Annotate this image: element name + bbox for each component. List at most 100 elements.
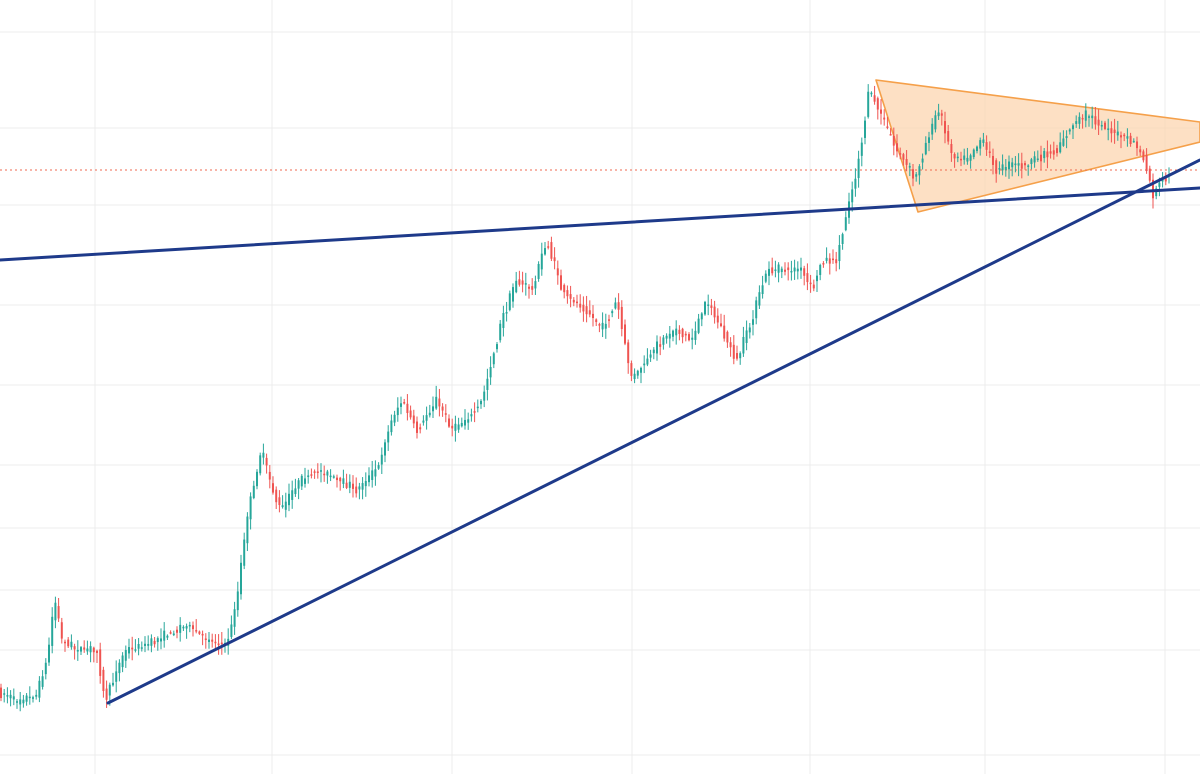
- candle-body: [470, 414, 473, 417]
- candle-body: [304, 478, 306, 484]
- candle-body: [601, 322, 604, 330]
- candle-body: [128, 647, 130, 654]
- candle-body: [1081, 117, 1084, 120]
- candle-body: [857, 158, 860, 179]
- candle-body: [246, 516, 249, 544]
- candle-body: [400, 403, 402, 407]
- candle-body: [438, 398, 441, 407]
- candle-body: [448, 418, 450, 427]
- candle-body: [822, 263, 825, 265]
- candle-body: [467, 419, 470, 423]
- candle-body: [9, 694, 12, 699]
- candle-body: [444, 413, 447, 415]
- candle-body: [518, 279, 521, 285]
- candle-body: [1100, 124, 1103, 127]
- candle-body: [604, 323, 607, 329]
- candle-body: [912, 169, 914, 179]
- candle-body: [147, 643, 150, 646]
- candle-body: [92, 647, 95, 653]
- candle-body: [515, 280, 518, 293]
- candle-body: [19, 699, 22, 705]
- candle-body: [134, 649, 137, 651]
- candle-body: [67, 639, 70, 647]
- candle-body: [1084, 110, 1087, 121]
- candle-body: [454, 423, 457, 431]
- candle-body: [700, 313, 703, 320]
- candle-body: [531, 286, 534, 290]
- candle-body: [179, 624, 182, 633]
- candle-body: [684, 333, 687, 336]
- candle-body: [579, 303, 582, 308]
- candle-body: [620, 306, 623, 330]
- candle-body: [1062, 138, 1065, 146]
- candle-body: [1008, 161, 1010, 170]
- candle-body: [0, 687, 2, 699]
- candle-body: [297, 480, 300, 489]
- candle-body: [320, 470, 322, 472]
- candle-body: [1049, 151, 1052, 154]
- candle-body: [422, 420, 425, 423]
- candle-body: [841, 234, 844, 245]
- candle-body: [726, 331, 729, 343]
- candle-body: [124, 650, 127, 661]
- candle-body: [521, 280, 524, 285]
- candle-body: [1120, 135, 1122, 138]
- candle-body: [748, 327, 751, 333]
- candle-body: [611, 311, 614, 314]
- candle-body: [489, 367, 492, 378]
- candle-body: [288, 493, 290, 506]
- candle-body: [835, 259, 838, 264]
- candle-body: [777, 264, 780, 273]
- candle-body: [144, 643, 146, 646]
- candle-body: [761, 285, 764, 295]
- candle-body: [409, 410, 412, 418]
- candle-body: [502, 313, 505, 328]
- candle-body: [1126, 136, 1129, 139]
- candle-body: [96, 650, 98, 653]
- candle-body: [16, 701, 18, 703]
- candle-body: [425, 415, 428, 421]
- candle-body: [627, 342, 630, 364]
- trendlines[interactable]: [0, 158, 1200, 705]
- candle-body: [659, 344, 662, 347]
- candle-body: [732, 344, 735, 359]
- candle-body: [844, 217, 847, 231]
- candle-body: [902, 154, 905, 160]
- candle-body: [291, 490, 294, 500]
- candle-body: [64, 641, 66, 644]
- candle-body: [572, 299, 575, 303]
- candle-body: [854, 178, 857, 189]
- candle-body: [236, 591, 239, 611]
- candle-body: [720, 323, 722, 327]
- candle-body: [1033, 156, 1036, 163]
- candle-body: [473, 411, 476, 413]
- candle-body: [396, 407, 399, 416]
- candle-body: [1027, 165, 1030, 167]
- candle-body: [35, 694, 38, 697]
- candle-body: [963, 155, 966, 160]
- candle-body: [640, 367, 642, 373]
- candle-body: [185, 626, 188, 629]
- candle-body: [83, 647, 86, 650]
- candle-body: [569, 294, 572, 299]
- candle-body: [131, 647, 134, 650]
- candle-body: [307, 475, 310, 478]
- candle-body: [915, 174, 918, 177]
- candle-body: [547, 246, 550, 248]
- candle-body: [243, 539, 246, 566]
- candle-body: [1014, 163, 1017, 166]
- candle-body: [758, 292, 761, 306]
- candle-body: [688, 334, 690, 341]
- candle-body: [476, 406, 479, 409]
- candle-body: [508, 293, 511, 310]
- candle-body: [368, 475, 370, 483]
- candle-body: [1161, 180, 1164, 182]
- candle-body: [1158, 182, 1161, 187]
- candle-body: [220, 642, 223, 645]
- candle-body: [940, 113, 943, 116]
- candle-body: [176, 629, 178, 633]
- support-trendline: [106, 158, 1200, 705]
- candle-body: [908, 166, 911, 168]
- candle-body: [681, 328, 684, 338]
- candle-body: [947, 130, 950, 142]
